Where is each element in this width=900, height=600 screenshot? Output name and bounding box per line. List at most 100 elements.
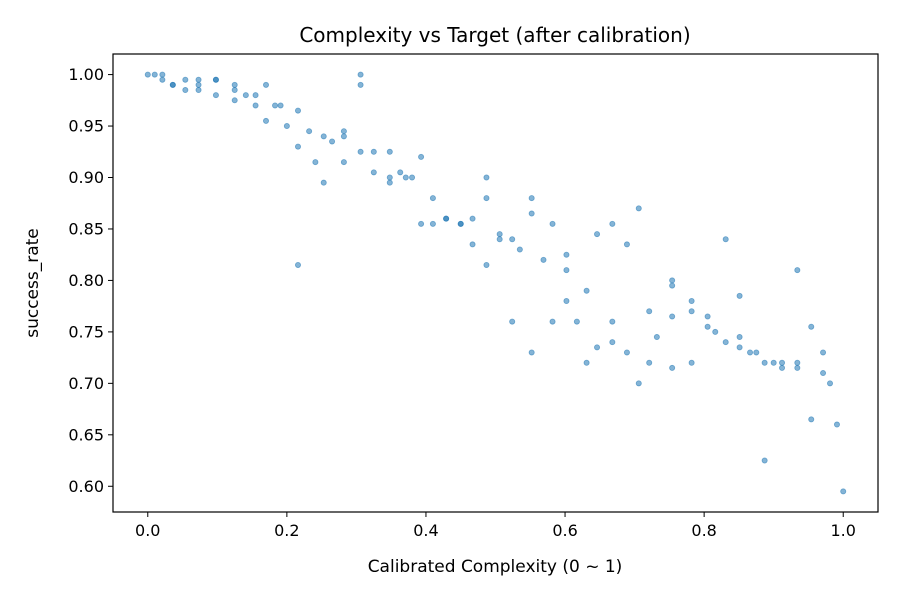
data-point-75 bbox=[583, 287, 590, 294]
data-point-39 bbox=[370, 148, 377, 155]
data-point-18 bbox=[252, 92, 259, 99]
x-tick-label: 0.2 bbox=[274, 521, 299, 540]
data-point-117 bbox=[820, 370, 827, 377]
y-tick-label: 1.00 bbox=[68, 65, 104, 84]
chart-title: Complexity vs Target (after calibration) bbox=[299, 23, 690, 47]
data-point-58 bbox=[483, 195, 490, 202]
data-point-89 bbox=[669, 277, 676, 284]
data-point-115 bbox=[808, 416, 815, 423]
data-point-13 bbox=[212, 92, 219, 99]
x-tick-label: 0.6 bbox=[552, 521, 577, 540]
data-point-118 bbox=[827, 380, 834, 387]
x-tick-label: 0.0 bbox=[135, 521, 160, 540]
y-tick-label: 0.80 bbox=[68, 271, 104, 290]
y-tick-label: 0.85 bbox=[68, 219, 104, 238]
y-tick-label: 0.60 bbox=[68, 477, 104, 496]
data-point-113 bbox=[794, 364, 801, 371]
data-point-35 bbox=[340, 159, 347, 166]
data-point-48 bbox=[418, 220, 425, 227]
data-point-68 bbox=[540, 256, 547, 263]
data-point-60 bbox=[496, 231, 503, 238]
data-point-111 bbox=[794, 267, 801, 274]
data-point-98 bbox=[712, 328, 719, 335]
data-point-57 bbox=[483, 174, 490, 181]
x-axis-ticks: 0.0 0.2 0.4 0.6 0.8 1.0 bbox=[135, 512, 856, 540]
x-tick-label: 0.8 bbox=[691, 521, 716, 540]
data-point-112 bbox=[794, 359, 801, 366]
data-point-16 bbox=[231, 97, 238, 104]
data-point-66 bbox=[528, 210, 535, 217]
y-axis-ticks: 0.60 0.65 0.70 0.75 0.80 0.85 0.90 0.95 1.00 bbox=[68, 65, 113, 496]
x-tick-label: 0.4 bbox=[413, 521, 438, 540]
data-point-72 bbox=[563, 267, 570, 274]
data-point-47 bbox=[418, 153, 425, 160]
data-point-86 bbox=[646, 308, 653, 315]
data-point-101 bbox=[736, 292, 743, 299]
data-point-29 bbox=[312, 159, 319, 166]
data-point-15 bbox=[231, 87, 238, 94]
data-point-105 bbox=[753, 349, 760, 356]
y-tick-label: 0.65 bbox=[68, 425, 104, 444]
data-point-62 bbox=[509, 236, 516, 243]
data-point-59 bbox=[483, 261, 490, 268]
data-point-109 bbox=[779, 359, 786, 366]
data-point-79 bbox=[609, 220, 616, 227]
data-point-91 bbox=[669, 313, 676, 320]
data-point-38 bbox=[357, 148, 364, 155]
data-point-22 bbox=[272, 102, 279, 109]
data-point-74 bbox=[573, 318, 580, 325]
data-point-114 bbox=[808, 323, 815, 330]
data-point-106 bbox=[761, 359, 768, 366]
data-point-1 bbox=[151, 71, 158, 78]
data-point-94 bbox=[688, 308, 695, 315]
data-point-93 bbox=[688, 298, 695, 305]
data-point-64 bbox=[516, 246, 523, 253]
data-point-103 bbox=[736, 344, 743, 351]
data-point-77 bbox=[594, 231, 601, 238]
data-point-92 bbox=[669, 364, 676, 371]
data-point-67 bbox=[528, 349, 535, 356]
y-tick-label: 0.75 bbox=[68, 322, 104, 341]
data-point-108 bbox=[770, 359, 777, 366]
data-point-6 bbox=[182, 76, 189, 83]
data-point-42 bbox=[386, 174, 393, 181]
data-point-24 bbox=[283, 123, 290, 130]
data-point-25 bbox=[294, 107, 301, 114]
data-point-3 bbox=[159, 76, 166, 83]
data-point-12 bbox=[212, 76, 219, 83]
plot-frame bbox=[112, 53, 879, 513]
y-tick-label: 0.95 bbox=[68, 117, 104, 136]
data-point-23 bbox=[277, 102, 284, 109]
data-point-78 bbox=[594, 344, 601, 351]
data-point-116 bbox=[820, 349, 827, 356]
data-point-102 bbox=[736, 334, 743, 341]
data-point-31 bbox=[320, 179, 327, 186]
data-point-73 bbox=[563, 298, 570, 305]
data-point-90 bbox=[669, 282, 676, 289]
data-point-87 bbox=[646, 359, 653, 366]
data-point-85 bbox=[635, 380, 642, 387]
data-point-41 bbox=[386, 148, 393, 155]
data-point-83 bbox=[623, 349, 630, 356]
data-point-45 bbox=[402, 174, 409, 181]
data-point-28 bbox=[306, 128, 313, 135]
y-tick-label: 0.70 bbox=[68, 374, 104, 393]
y-tick-label: 0.90 bbox=[68, 168, 104, 187]
data-point-19 bbox=[252, 102, 259, 109]
data-point-61 bbox=[496, 236, 503, 243]
data-point-8 bbox=[195, 76, 202, 83]
data-point-76 bbox=[583, 359, 590, 366]
data-point-120 bbox=[840, 488, 847, 495]
data-point-7 bbox=[182, 87, 189, 94]
data-point-100 bbox=[722, 339, 729, 346]
data-point-69 bbox=[549, 220, 556, 227]
data-point-97 bbox=[704, 323, 711, 330]
data-point-17 bbox=[242, 92, 249, 99]
data-point-96 bbox=[704, 313, 711, 320]
data-point-70 bbox=[549, 318, 556, 325]
data-point-32 bbox=[329, 138, 336, 145]
data-point-88 bbox=[653, 334, 660, 341]
data-point-0 bbox=[144, 71, 151, 78]
data-point-65 bbox=[528, 195, 535, 202]
